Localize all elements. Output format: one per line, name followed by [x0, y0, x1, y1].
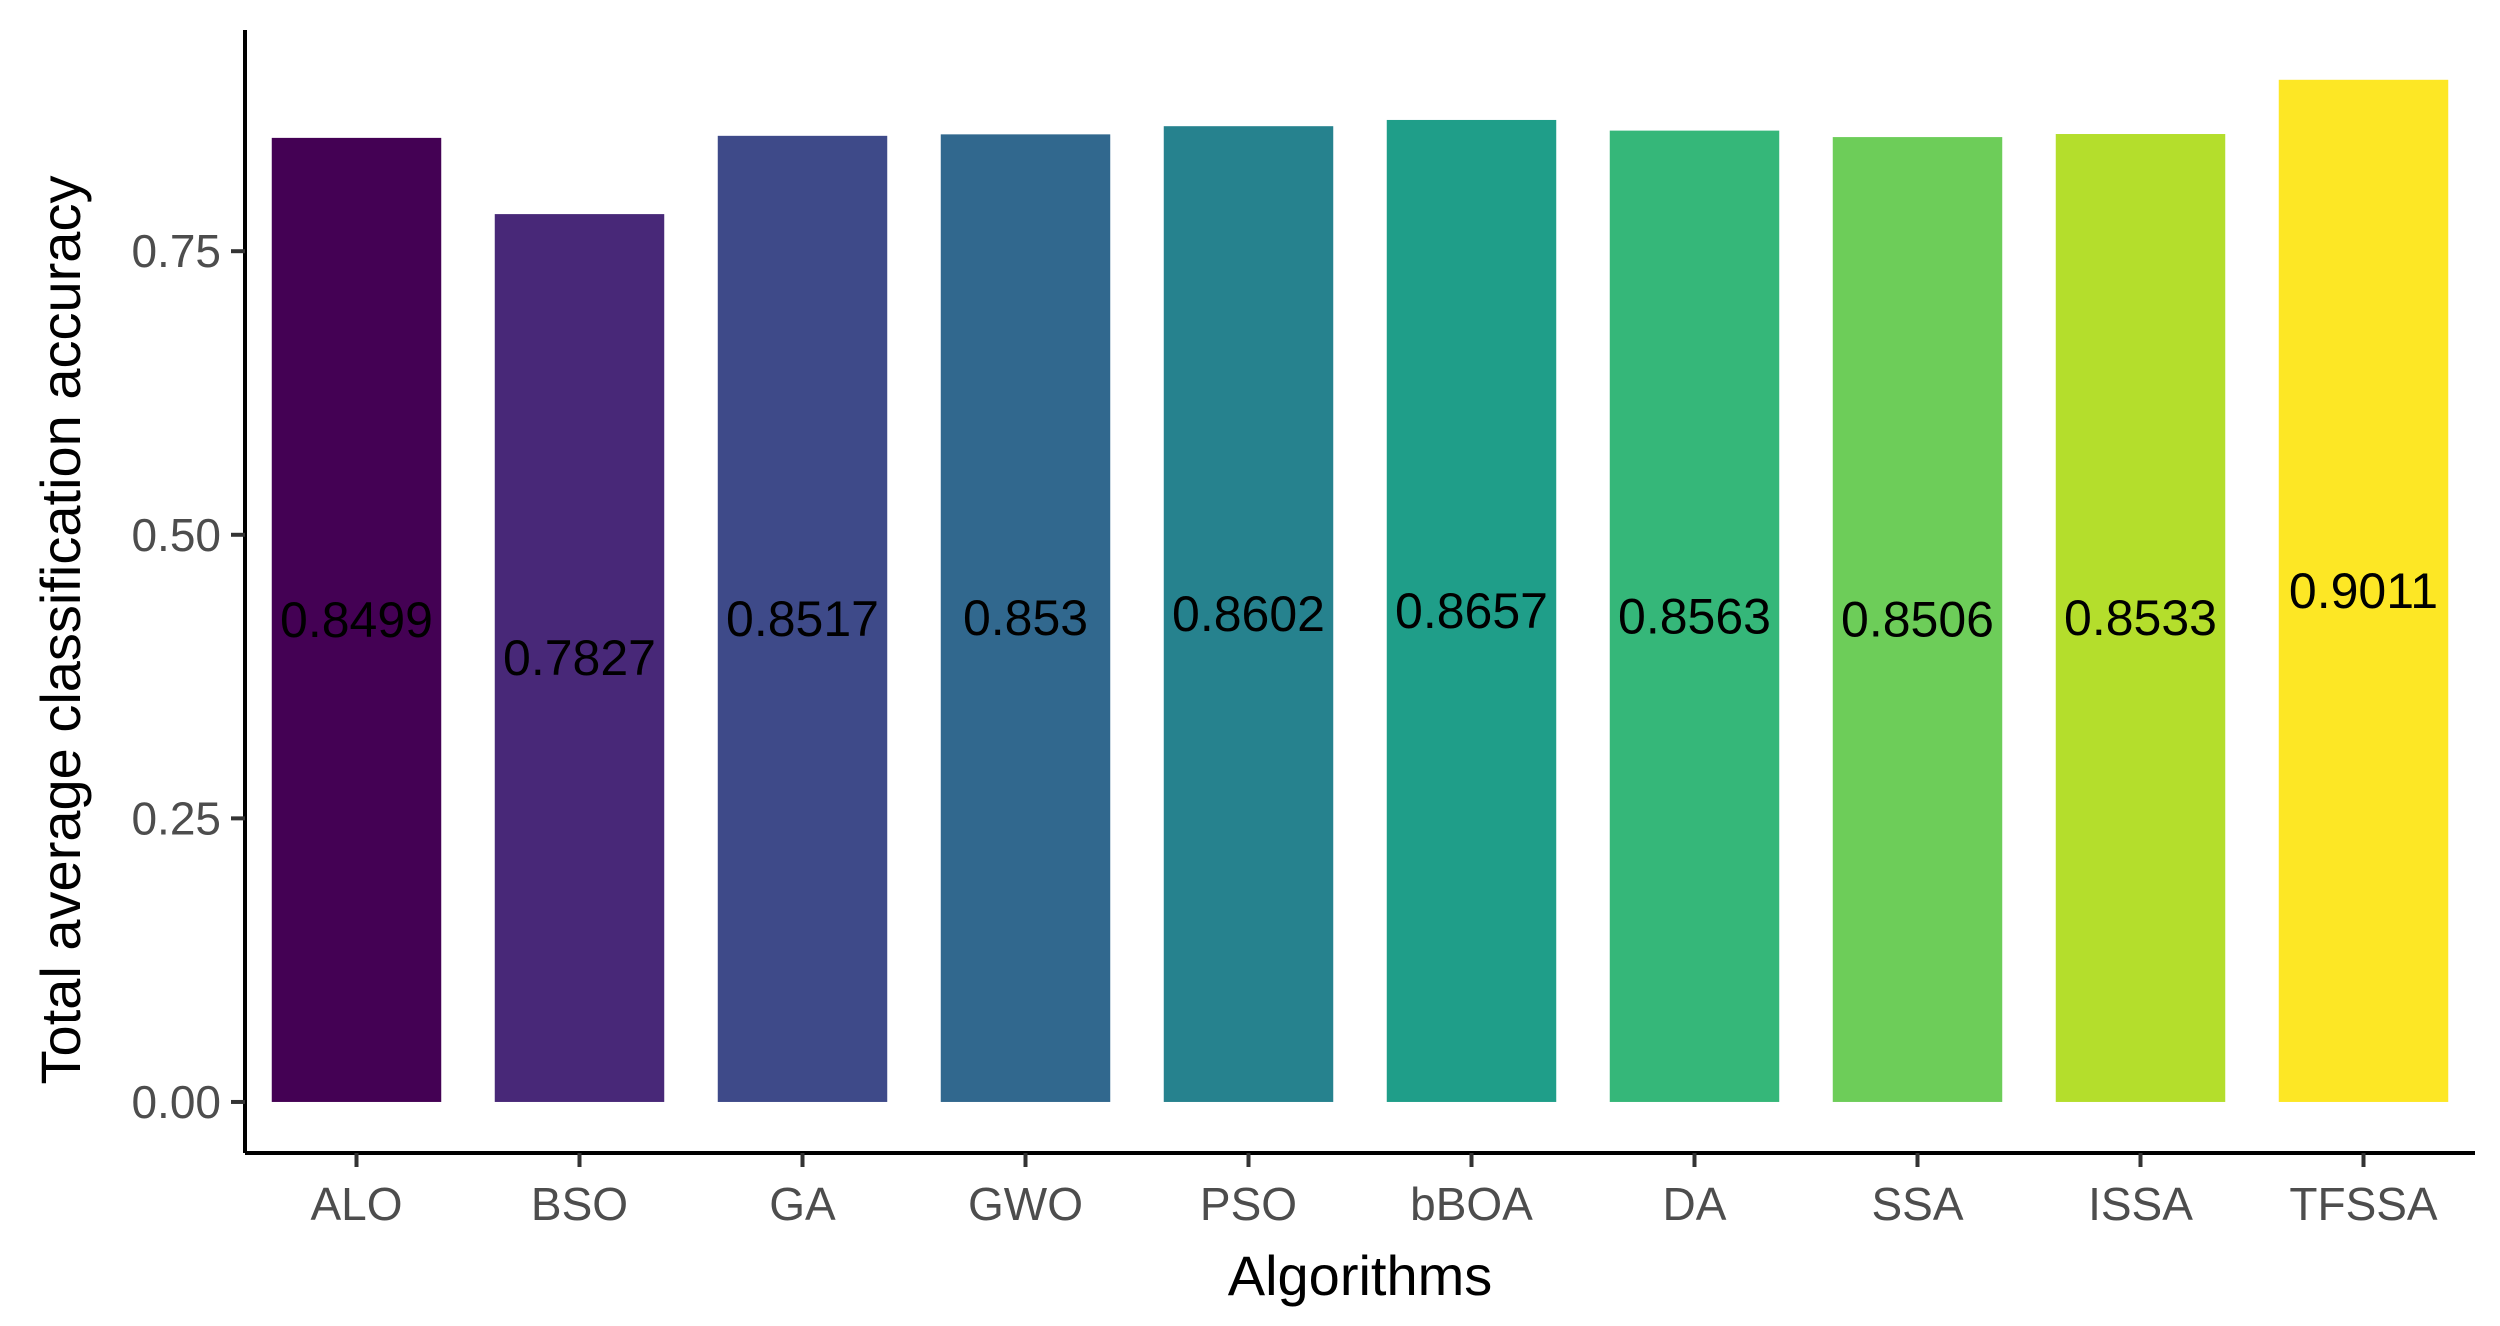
- bar-alo: [271, 137, 442, 1102]
- data-label-bboa: 0.8657: [1395, 583, 1548, 639]
- y-axis-title: Total average classification accuracy: [29, 176, 92, 1085]
- x-tick-label-pso: PSO: [1200, 1178, 1297, 1230]
- x-tick-label-ga: GA: [769, 1178, 836, 1230]
- bars-layer: [271, 79, 2449, 1102]
- data-labels-layer: 0.8499 0.7827 0.8517 0.853 0.8602 0.8657 0.856…: [280, 563, 2438, 686]
- x-tick-label-tfssa: TFSSA: [2289, 1178, 2438, 1230]
- x-tick-label-issa: ISSA: [2088, 1178, 2193, 1230]
- bar-ssa: [1832, 137, 2003, 1102]
- bar-gwo: [940, 134, 1111, 1102]
- x-tick-label-bboa: bBOA: [1410, 1178, 1533, 1230]
- data-label-alo: 0.8499: [280, 592, 433, 648]
- bar-tfssa: [2278, 79, 2449, 1102]
- data-label-issa: 0.8533: [2064, 590, 2217, 646]
- y-tick-label: 0.50: [131, 509, 221, 561]
- data-label-ssa: 0.8506: [1841, 592, 1994, 648]
- x-tick-label-gwo: GWO: [968, 1178, 1083, 1230]
- bar-issa: [2055, 134, 2226, 1102]
- x-tick-label-alo: ALO: [310, 1178, 402, 1230]
- bar-pso: [1163, 126, 1334, 1102]
- x-tick-label-da: DA: [1663, 1178, 1727, 1230]
- x-axis: ALO BSO GA GWO PSO bBOA DA SSA ISSA TFSSA: [245, 1151, 2475, 1230]
- bar-bso: [494, 214, 665, 1102]
- data-label-bso: 0.7827: [503, 630, 656, 686]
- bar-bboa: [1386, 119, 1557, 1102]
- x-axis-title: Algorithms: [1228, 1244, 1493, 1307]
- bar-da: [1609, 130, 1780, 1102]
- x-tick-label-bso: BSO: [531, 1178, 628, 1230]
- y-tick-label: 0.25: [131, 792, 221, 844]
- y-axis: 0.00 0.25 0.50 0.75: [131, 30, 247, 1153]
- data-label-da: 0.8563: [1618, 588, 1771, 644]
- bar-ga: [717, 135, 888, 1102]
- data-label-pso: 0.8602: [1172, 586, 1325, 642]
- data-label-tfssa: 0.9011: [2289, 563, 2438, 619]
- y-tick-label: 0.00: [131, 1076, 221, 1128]
- y-tick-label: 0.75: [131, 225, 221, 277]
- data-label-ga: 0.8517: [726, 591, 879, 647]
- data-label-gwo: 0.853: [963, 590, 1088, 646]
- x-tick-label-ssa: SSA: [1871, 1178, 1963, 1230]
